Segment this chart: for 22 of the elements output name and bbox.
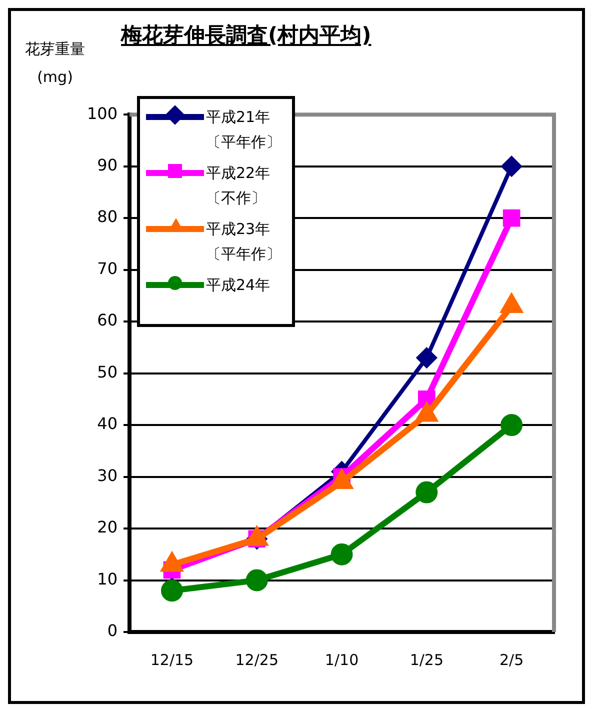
y-tick-label: 70 [97,258,118,278]
legend-label: 平成22年〔不作〕 [206,163,272,209]
x-tick-label: 12/15 [150,650,194,669]
y-tick-label: 80 [97,207,118,226]
y-axis-title: 花芽重量 (mg) [25,39,85,88]
y-tick-label: 50 [97,362,118,382]
x-tick-label: 1/25 [410,650,444,669]
y-tick-label: 40 [97,414,118,434]
legend-label: 平成21年〔平年作〕 [206,107,282,153]
y-tick-label: 100 [86,104,118,123]
y-tick-label: 30 [97,466,118,485]
y-tick-label: 0 [107,621,118,640]
x-tick-label: 1/10 [324,650,359,669]
legend-label: 平成23年〔平年作〕 [206,219,282,265]
x-tick-label: 12/25 [235,650,278,669]
y-tick-label: 90 [97,155,118,174]
chart-title: 梅花芽伸長調査(村内平均) [121,22,372,49]
y-tick-label: 60 [97,310,118,330]
x-tick-label: 2/5 [499,650,524,669]
legend-label: 平成24年 [206,275,272,296]
y-tick-label: 10 [97,569,118,588]
y-tick-label: 20 [97,518,118,537]
